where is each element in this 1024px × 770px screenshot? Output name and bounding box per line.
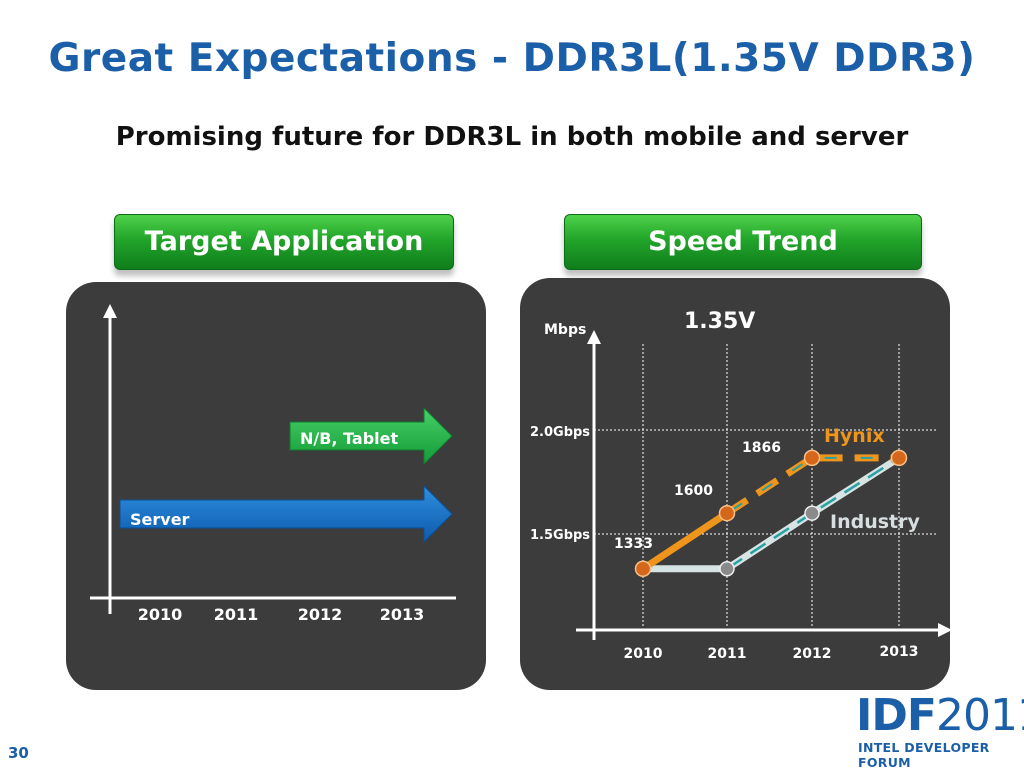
target-application-banner: Target Application	[114, 214, 454, 270]
industry-point-2011	[719, 560, 735, 577]
nb-tablet-label: N/B, Tablet	[300, 429, 399, 448]
hynix-label: Hynix	[824, 425, 885, 447]
point-label-1333: 1333	[614, 536, 653, 552]
point-label-1600: 1600	[674, 483, 713, 499]
hynix-point-2010	[634, 560, 652, 577]
left-year-2011: 2011	[214, 605, 259, 624]
page-number: 30	[8, 744, 29, 762]
speed-trend-chart: 1.35V Mbps 2.0Gbps 1.5Gbps Hynix Industr…	[530, 309, 950, 662]
right-y-axis-arrowhead	[587, 330, 601, 344]
speed-trend-banner: Speed Trend	[564, 214, 922, 270]
left-y-axis-arrowhead	[103, 304, 117, 318]
logo-bold: IDF	[856, 690, 937, 741]
nb-tablet-arrow	[289, 406, 453, 466]
target-application-panel: N/B, Tablet Server 2010 2011 2012 2013	[66, 282, 486, 690]
x-label-2013: 2013	[880, 644, 919, 660]
industry-label: Industry	[830, 511, 920, 533]
speed-trend-panel: 1.35V Mbps 2.0Gbps 1.5Gbps Hynix Industr…	[520, 278, 950, 690]
slide-title: Great Expectations - DDR3L(1.35V DDR3)	[48, 36, 976, 81]
logo-thin: 2011	[935, 690, 1024, 741]
hynix-point-2013	[890, 449, 908, 467]
x-label-2012: 2012	[793, 646, 832, 662]
vertical-grid	[642, 344, 900, 628]
hynix-point-2012	[803, 449, 821, 467]
point-label-1866: 1866	[742, 440, 781, 456]
voltage-label: 1.35V	[684, 309, 755, 334]
left-year-2013: 2013	[380, 605, 425, 624]
left-year-2010: 2010	[138, 605, 183, 624]
y-unit-label: Mbps	[544, 322, 586, 338]
slide-subtitle: Promising future for DDR3L in both mobil…	[115, 122, 909, 152]
hynix-point-2011	[718, 504, 736, 522]
idf2011-logo: IDF2011	[856, 694, 1024, 738]
hynix-line-dashed	[725, 454, 899, 517]
logo-subtitle: INTEL DEVELOPER FORUM	[858, 740, 990, 770]
hynix-line-solid	[641, 510, 729, 572]
server-arrow	[119, 484, 453, 544]
right-x-axis-arrowhead	[938, 623, 950, 637]
y-tick-1-5gbps: 1.5Gbps	[530, 528, 590, 543]
x-label-2011: 2011	[708, 646, 747, 662]
left-year-2012: 2012	[298, 605, 343, 624]
x-label-2010: 2010	[624, 646, 663, 662]
server-label: Server	[130, 510, 190, 529]
industry-point-2012	[804, 505, 820, 521]
y-tick-2gbps: 2.0Gbps	[530, 425, 590, 440]
horizontal-grid	[594, 429, 938, 535]
hynix-line-teal	[726, 456, 899, 515]
